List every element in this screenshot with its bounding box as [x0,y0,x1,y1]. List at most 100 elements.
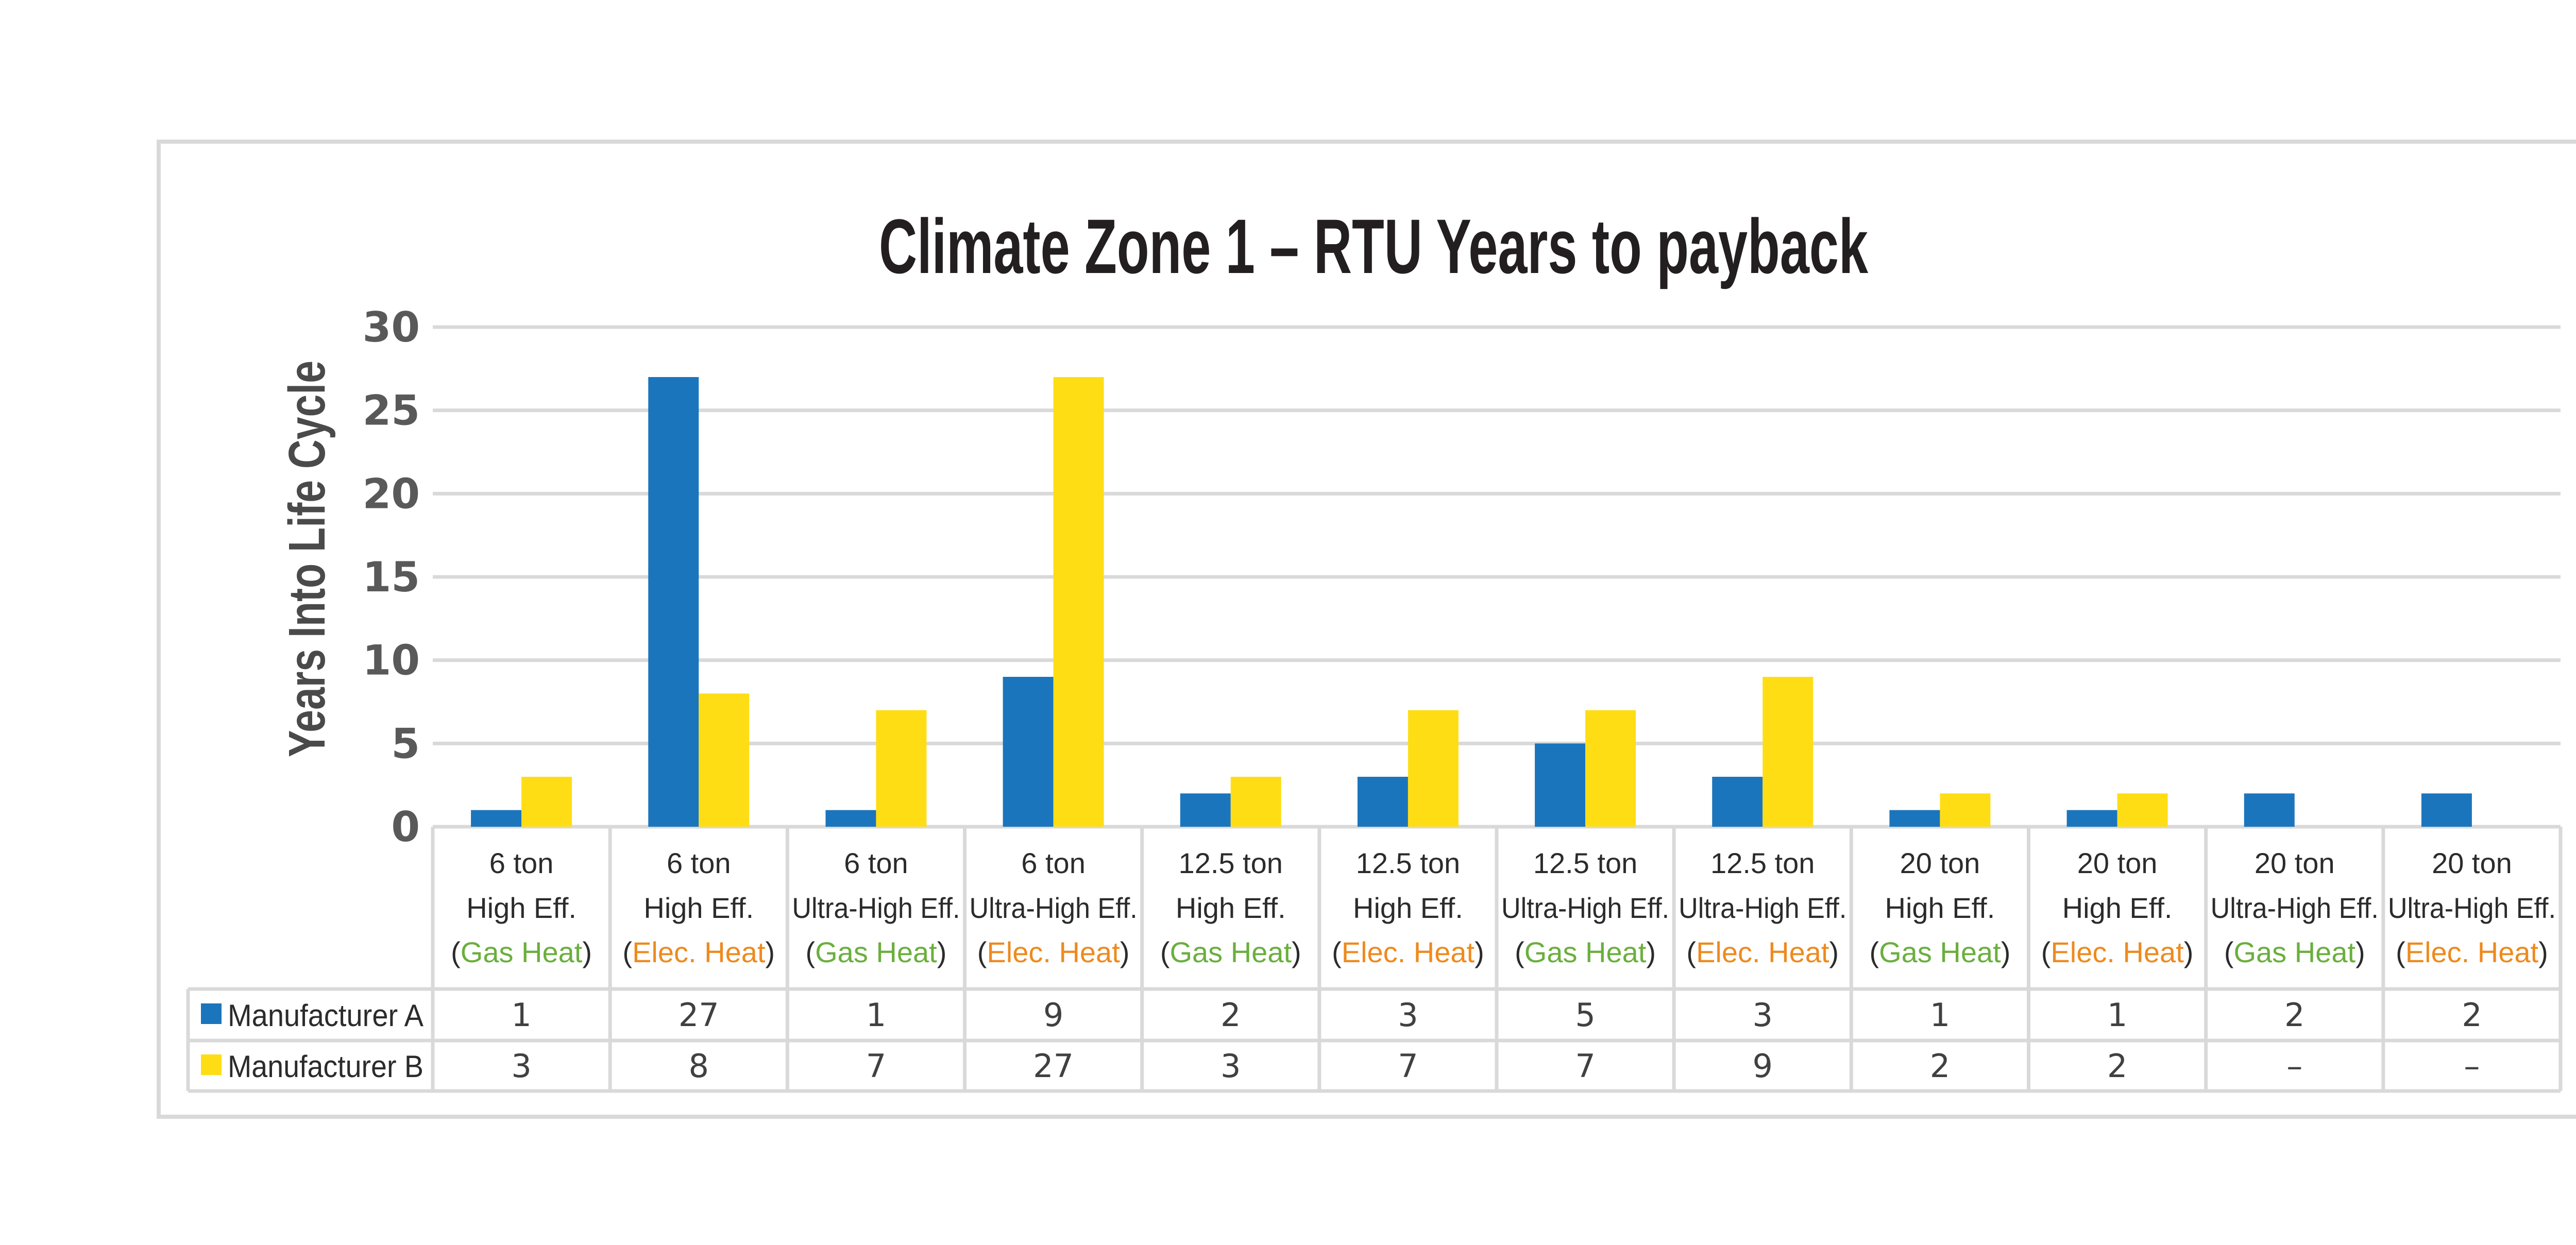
category-efficiency: High Eff. [643,892,754,924]
table-value: 3 [511,1047,531,1085]
legend-key-manufacturer-b [201,1054,222,1075]
table-value: – [2286,1047,2302,1085]
data-table: 6 ton High Eff. (Gas Heat) 6 ton High Eff. (E… [186,827,2563,1093]
table-value: 1 [1930,996,1950,1034]
table-value: 2 [2284,996,2304,1034]
legend-label: Manufacturer A [228,998,423,1033]
category-efficiency: Ultra-High Eff. [792,892,960,924]
table-value: 27 [679,996,719,1034]
category-efficiency: Ultra-High Eff. [2211,892,2379,924]
bar-manufacturer-a [2066,810,2117,827]
table-value: 3 [1221,1047,1241,1085]
category-efficiency: High Eff. [1885,892,1995,924]
bar-manufacturer-b [1585,710,1636,827]
bar-manufacturer-a [1003,677,1054,827]
chart-frame [157,140,2576,1119]
table-value: 2 [2462,996,2482,1034]
bar-manufacturer-a [2421,793,2472,827]
bar-manufacturer-a [1889,810,1940,827]
y-tick-label: 0 [391,803,420,851]
bar-manufacturer-b [1940,793,1991,827]
table-value: 7 [1575,1047,1595,1085]
category-size: 6 ton [844,847,908,879]
category-efficiency: High Eff. [1353,892,1463,924]
bar-manufacturer-b [1053,377,1104,827]
bars [471,377,2472,827]
bar-manufacturer-a [648,377,699,827]
y-axis-label: Years Into Life Cycle [278,361,336,757]
category-efficiency: Ultra-High Eff. [970,892,1138,924]
category-heat: (Gas Heat) [1515,936,1656,968]
table-value: 7 [1398,1047,1418,1085]
bar-manufacturer-b [1762,677,1814,827]
table-value: 1 [866,996,886,1034]
category-size: 20 ton [2432,847,2512,879]
category-heat: (Gas Heat) [1160,936,1301,968]
category-size: 20 ton [2077,847,2158,879]
y-tick-label: 10 [363,637,420,685]
table-value: 1 [2107,996,2127,1034]
category-size: 20 ton [2255,847,2335,879]
bar-manufacturer-b [521,777,572,827]
category-efficiency: High Eff. [1176,892,1286,924]
category-heat: (Elec. Heat) [622,936,775,968]
bar-manufacturer-b [876,710,927,827]
category-size: 12.5 ton [1179,847,1283,879]
bar-manufacturer-a [1180,793,1231,827]
table-value: 3 [1753,996,1773,1034]
category-efficiency: Ultra-High Eff. [2388,892,2556,924]
category-size: 6 ton [489,847,554,879]
category-heat: (Gas Heat) [1869,936,2010,968]
bar-manufacturer-a [1535,743,1586,827]
bar-manufacturer-b [1408,710,1459,827]
category-size: 6 ton [667,847,731,879]
bar-manufacturer-b [699,693,750,827]
table-value: 2 [1930,1047,1950,1085]
table-value: 9 [1753,1047,1773,1085]
category-efficiency: High Eff. [466,892,577,924]
table-value: 1 [511,996,531,1034]
table-value: 27 [1033,1047,1074,1085]
category-heat: (Elec. Heat) [977,936,1130,968]
category-heat: (Gas Heat) [451,936,592,968]
category-heat: (Elec. Heat) [2041,936,2194,968]
category-size: 6 ton [1021,847,1086,879]
y-tick-label: 30 [363,303,420,351]
category-heat: (Elec. Heat) [2396,936,2548,968]
category-heat: (Elec. Heat) [1332,936,1484,968]
category-size: 12.5 ton [1710,847,1815,879]
legend-label: Manufacturer B [228,1049,423,1084]
y-tick-label: 15 [363,553,420,601]
y-tick-label: 5 [391,720,420,768]
legend-key-manufacturer-a [201,1003,222,1024]
table-value: 3 [1398,996,1418,1034]
table-value: – [2464,1047,2480,1085]
table-value: 9 [1043,996,1063,1034]
category-efficiency: High Eff. [2062,892,2173,924]
category-efficiency: Ultra-High Eff. [1501,892,1669,924]
category-size: 12.5 ton [1356,847,1460,879]
table-value: 8 [689,1047,709,1085]
category-size: 12.5 ton [1533,847,1637,879]
bar-manufacturer-a [825,810,876,827]
bar-manufacturer-b [1230,777,1281,827]
category-heat: (Gas Heat) [805,936,946,968]
category-heat: (Gas Heat) [2224,936,2365,968]
table-value: 5 [1575,996,1595,1034]
category-heat: (Elec. Heat) [1686,936,1839,968]
y-tick-label: 20 [363,470,420,518]
bar-manufacturer-a [471,810,522,827]
category-efficiency: Ultra-High Eff. [1679,892,1846,924]
y-axis-ticks: 0 5 10 15 20 25 30 [363,303,420,851]
bar-manufacturer-a [1712,777,1763,827]
chart-title: Climate Zone 1 – RTU Years to payback [879,203,1868,289]
table-value: 7 [866,1047,886,1085]
table-value: 2 [1221,996,1241,1034]
bar-manufacturer-b [2117,793,2168,827]
y-tick-label: 25 [363,387,420,435]
bar-manufacturer-a [2244,793,2295,827]
bar-manufacturer-a [1357,777,1408,827]
category-size: 20 ton [1900,847,1980,879]
table-value: 2 [2107,1047,2127,1085]
